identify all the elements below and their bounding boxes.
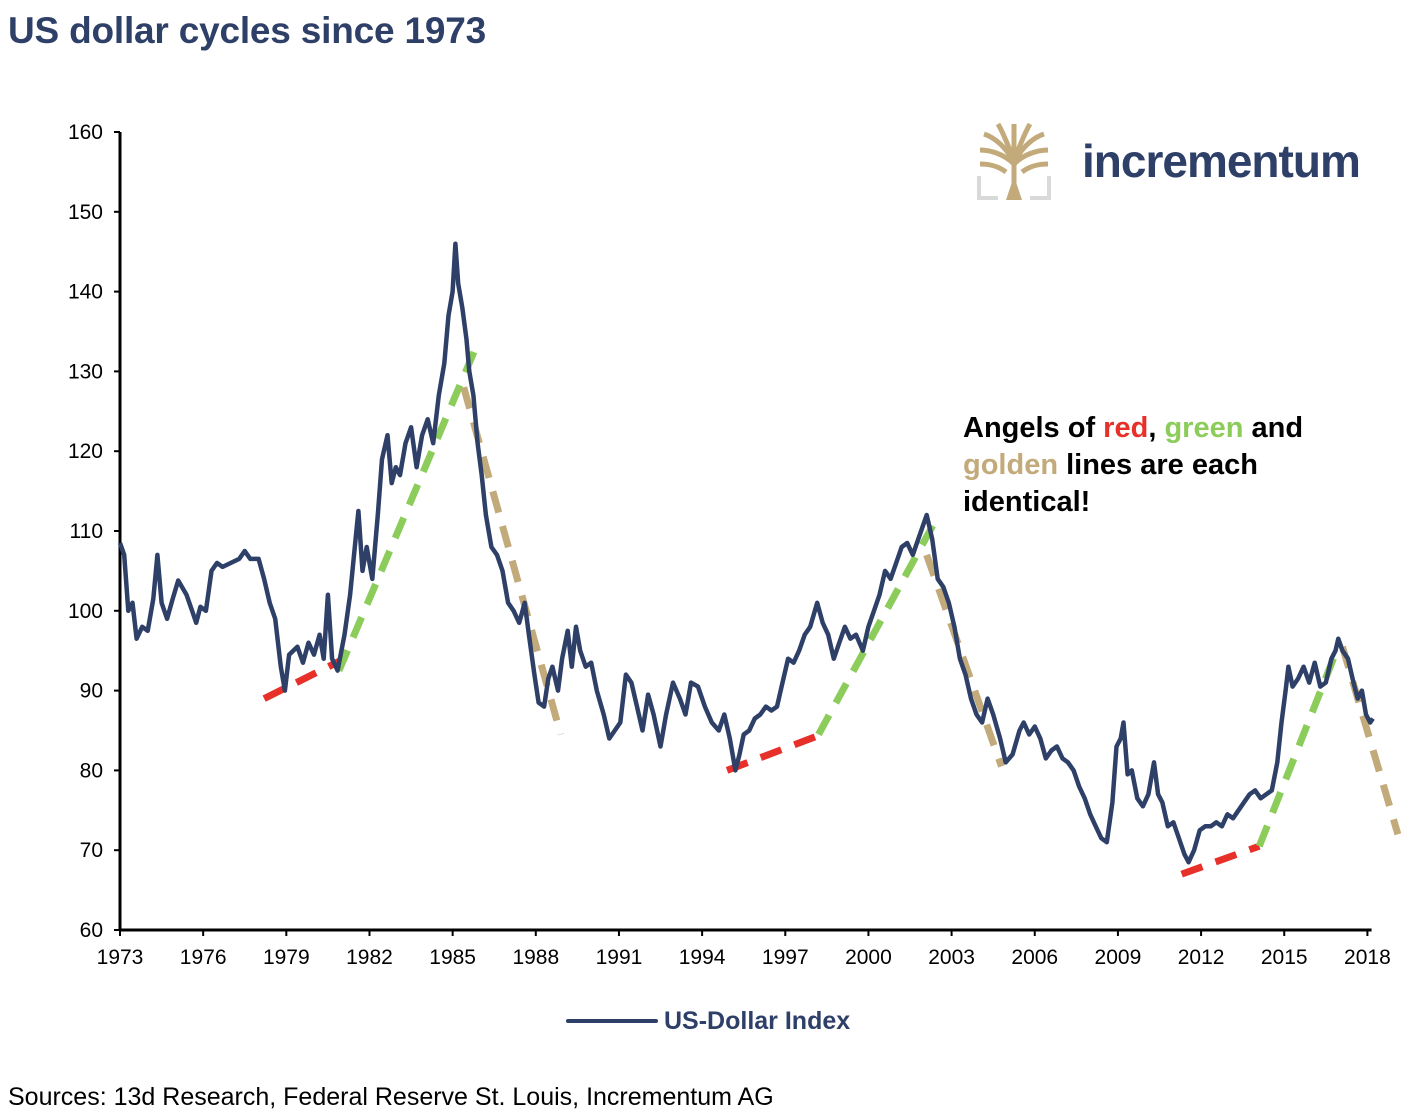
y-tick-label: 70	[80, 839, 103, 862]
trend-line-green	[815, 517, 940, 737]
y-tick-label: 130	[68, 360, 103, 383]
x-tick-label: 2015	[1261, 946, 1308, 969]
tree-icon	[977, 122, 1051, 200]
axes: 60 70 80 90 100 110 120 130 140 150 160 1973 1976 197…	[68, 121, 1391, 969]
annotation-gold: golden	[963, 449, 1059, 481]
x-tick-label: 2009	[1095, 946, 1142, 969]
logo-text: incrementum	[1082, 135, 1361, 187]
x-tick-label: 2018	[1344, 946, 1391, 969]
y-tick-label: 80	[80, 759, 103, 782]
x-tick-label: 1979	[263, 946, 310, 969]
x-tick-label: 1973	[97, 946, 144, 969]
legend-swatch	[566, 1019, 658, 1023]
annotation-line-2: golden lines are each	[963, 447, 1303, 484]
y-tick-label: 110	[70, 520, 103, 543]
x-tick-label: 1991	[596, 946, 643, 969]
trend-line-gold	[1339, 645, 1402, 836]
legend-label: US-Dollar Index	[664, 1006, 851, 1035]
annotation-text: and	[1243, 412, 1304, 444]
trend-line-red	[1180, 842, 1261, 878]
y-tick-label: 100	[68, 600, 103, 623]
trend-line-red	[725, 731, 823, 774]
annotation-green: green	[1164, 412, 1244, 444]
series-line-us-dollar-index	[117, 241, 1375, 865]
legend: US-Dollar Index	[566, 1006, 850, 1036]
series	[117, 241, 1375, 865]
x-tick-label: 2000	[845, 946, 892, 969]
trend-line-gold	[460, 386, 565, 736]
annotation-line-1: Angels of red, green and	[963, 410, 1303, 447]
y-tick-label: 150	[68, 201, 103, 224]
x-tick-label: 2003	[928, 946, 975, 969]
chart-title: US dollar cycles since 1973	[8, 10, 486, 51]
y-tick-label: 60	[80, 919, 103, 942]
annotation: Angels of red, green and golden lines ar…	[963, 410, 1303, 521]
incrementum-logo: incrementum	[976, 120, 1366, 204]
annotation-text: ,	[1148, 412, 1165, 444]
annotation-text: identical!	[963, 486, 1091, 518]
annotation-red: red	[1103, 412, 1149, 444]
annotation-text: lines are each	[1058, 449, 1258, 481]
x-tick-label: 1988	[512, 946, 559, 969]
trend-line-red	[262, 655, 347, 702]
y-tick-label: 140	[68, 281, 103, 304]
x-tick-label: 2006	[1011, 946, 1058, 969]
y-tick-label: 160	[68, 121, 103, 144]
x-tick-label: 1997	[762, 946, 809, 969]
trend-line-gold	[923, 553, 1005, 768]
trend-line-green	[335, 342, 481, 673]
x-tick-label: 2012	[1178, 946, 1225, 969]
x-tick-label: 1994	[679, 946, 726, 969]
chart-area: 60 70 80 90 100 110 120 130 140 150 160 1973 1976 197…	[68, 121, 1402, 969]
x-tick-label: 1976	[180, 946, 227, 969]
annotation-line-3: identical!	[963, 484, 1303, 521]
x-tick-label: 1985	[429, 946, 476, 969]
y-tick-label: 90	[80, 680, 103, 703]
x-tick-label: 1982	[346, 946, 393, 969]
annotation-text: Angels of	[963, 412, 1104, 444]
sources-note: Sources: 13d Research, Federal Reserve S…	[8, 1083, 774, 1111]
y-tick-label: 120	[68, 440, 103, 463]
